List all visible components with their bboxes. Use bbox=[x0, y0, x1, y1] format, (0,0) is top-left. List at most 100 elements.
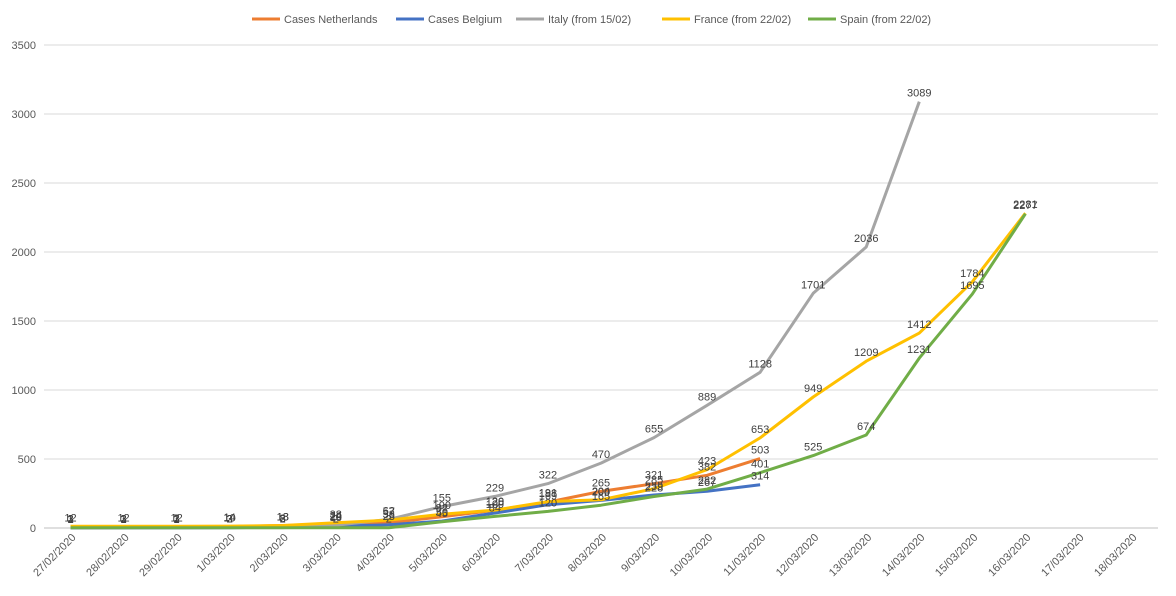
y-tick-label: 3000 bbox=[12, 109, 36, 121]
data-label: 20 bbox=[330, 511, 342, 523]
data-label: 45 bbox=[436, 508, 448, 520]
data-label: 1 bbox=[67, 514, 73, 526]
data-label: 18 bbox=[277, 512, 289, 524]
data-label: 1 bbox=[121, 514, 127, 526]
data-label: 321 bbox=[645, 470, 663, 482]
data-label: 130 bbox=[486, 496, 504, 508]
data-label: 50 bbox=[436, 507, 448, 519]
data-label: 57 bbox=[383, 506, 395, 518]
data-label: 3 bbox=[67, 514, 73, 526]
data-label: 2 bbox=[280, 514, 286, 526]
data-label: 1231 bbox=[907, 344, 931, 356]
legend-label: Spain (from 22/02) bbox=[840, 14, 931, 26]
data-label: 2 bbox=[174, 514, 180, 526]
data-label: 2036 bbox=[854, 233, 878, 245]
data-label: 2 bbox=[227, 514, 233, 526]
x-tick-label: 12/03/2020 bbox=[774, 532, 821, 579]
data-label: 100 bbox=[433, 500, 451, 512]
data-label: 169 bbox=[539, 491, 557, 503]
data-label: 7 bbox=[174, 513, 180, 525]
series-lines bbox=[70, 101, 1027, 530]
data-label: 314 bbox=[751, 471, 769, 483]
data-label: 13 bbox=[330, 512, 342, 524]
data-label: 12 bbox=[117, 512, 129, 524]
data-label: 1 bbox=[174, 514, 180, 526]
x-tick-label: 28/02/2020 bbox=[84, 532, 131, 579]
data-label: 3 bbox=[280, 514, 286, 526]
data-label: 204 bbox=[592, 486, 610, 498]
data-label: 949 bbox=[804, 383, 822, 395]
series-line bbox=[70, 212, 1027, 530]
data-label: 655 bbox=[645, 424, 663, 436]
data-label: 285 bbox=[645, 475, 663, 487]
x-tick-label: 29/02/2020 bbox=[137, 532, 184, 579]
data-label: 653 bbox=[751, 424, 769, 436]
data-label: 423 bbox=[698, 456, 716, 468]
data-label: 165 bbox=[592, 491, 610, 503]
x-tick-label: 4/03/2020 bbox=[354, 532, 397, 575]
data-label: 265 bbox=[592, 477, 610, 489]
x-tick-label: 11/03/2020 bbox=[721, 532, 768, 579]
y-tick-label: 500 bbox=[18, 454, 36, 466]
data-label: 8 bbox=[280, 513, 286, 525]
x-tick-label: 5/03/2020 bbox=[407, 532, 450, 575]
data-label: 38 bbox=[383, 509, 395, 521]
y-tick-label: 1000 bbox=[12, 385, 36, 397]
data-label: 109 bbox=[486, 499, 504, 511]
data-label: 18 bbox=[277, 512, 289, 524]
data-label: 1412 bbox=[907, 319, 931, 331]
x-tick-label: 3/03/2020 bbox=[301, 532, 344, 575]
data-label: 12 bbox=[170, 512, 182, 524]
data-label: 12 bbox=[64, 512, 76, 524]
y-tick-label: 0 bbox=[30, 523, 36, 535]
data-label: 188 bbox=[539, 488, 557, 500]
data-label: 503 bbox=[751, 445, 769, 457]
data-label: 2 bbox=[333, 514, 339, 526]
data-label: 382 bbox=[698, 461, 716, 473]
x-tick-label: 8/03/2020 bbox=[566, 532, 609, 575]
x-tick-label: 17/03/2020 bbox=[1039, 532, 1086, 579]
x-tick-label: 10/03/2020 bbox=[668, 532, 715, 579]
data-label: 2 bbox=[121, 514, 127, 526]
x-axis: 27/02/2020 28/02/2020 29/02/2020 1/03/2020 2… bbox=[31, 532, 1139, 579]
x-tick-label: 18/03/2020 bbox=[1092, 532, 1139, 579]
legend-label: France (from 22/02) bbox=[694, 14, 791, 26]
data-label: 1695 bbox=[960, 280, 984, 292]
data-label: 120 bbox=[539, 497, 557, 509]
data-label: 14 bbox=[224, 512, 236, 524]
legend-label: Cases Netherlands bbox=[284, 14, 378, 26]
data-label: 24 bbox=[330, 511, 342, 523]
legend: Cases Netherlands Cases Belgium Italy (fro… bbox=[252, 14, 931, 26]
data-label: 674 bbox=[857, 421, 875, 433]
data-label: 200 bbox=[592, 486, 610, 498]
data-label: 267 bbox=[698, 477, 716, 489]
data-label: 1209 bbox=[854, 347, 878, 359]
data-label: 2 bbox=[227, 514, 233, 526]
x-tick-label: 9/03/2020 bbox=[619, 532, 662, 575]
data-label: 1701 bbox=[801, 279, 825, 291]
data-label: 62 bbox=[383, 505, 395, 517]
x-tick-label: 13/03/2020 bbox=[827, 532, 874, 579]
data-label: 282 bbox=[698, 475, 716, 487]
x-tick-label: 6/03/2020 bbox=[460, 532, 503, 575]
data-label: 2 bbox=[386, 514, 392, 526]
gridlines bbox=[44, 44, 1158, 529]
x-tick-label: 16/03/2020 bbox=[986, 532, 1033, 579]
data-label: 84 bbox=[489, 502, 501, 514]
data-label: 229 bbox=[486, 482, 504, 494]
x-tick-label: 15/03/2020 bbox=[933, 532, 980, 579]
data-label: 1128 bbox=[748, 358, 772, 370]
data-label: 82 bbox=[436, 503, 448, 515]
x-tick-label: 2/03/2020 bbox=[248, 532, 291, 575]
data-label: 3 bbox=[121, 514, 127, 526]
y-tick-label: 2000 bbox=[12, 247, 36, 259]
data-label: 10 bbox=[224, 513, 236, 525]
data-label: 2 bbox=[67, 514, 73, 526]
data-label: 228 bbox=[645, 483, 663, 495]
x-tick-label: 1/03/2020 bbox=[195, 532, 238, 575]
y-axis: 0 500 1000 1500 2000 2500 3000 3500 bbox=[12, 40, 36, 535]
x-tick-label: 27/02/2020 bbox=[31, 532, 78, 579]
y-tick-label: 3500 bbox=[12, 40, 36, 52]
